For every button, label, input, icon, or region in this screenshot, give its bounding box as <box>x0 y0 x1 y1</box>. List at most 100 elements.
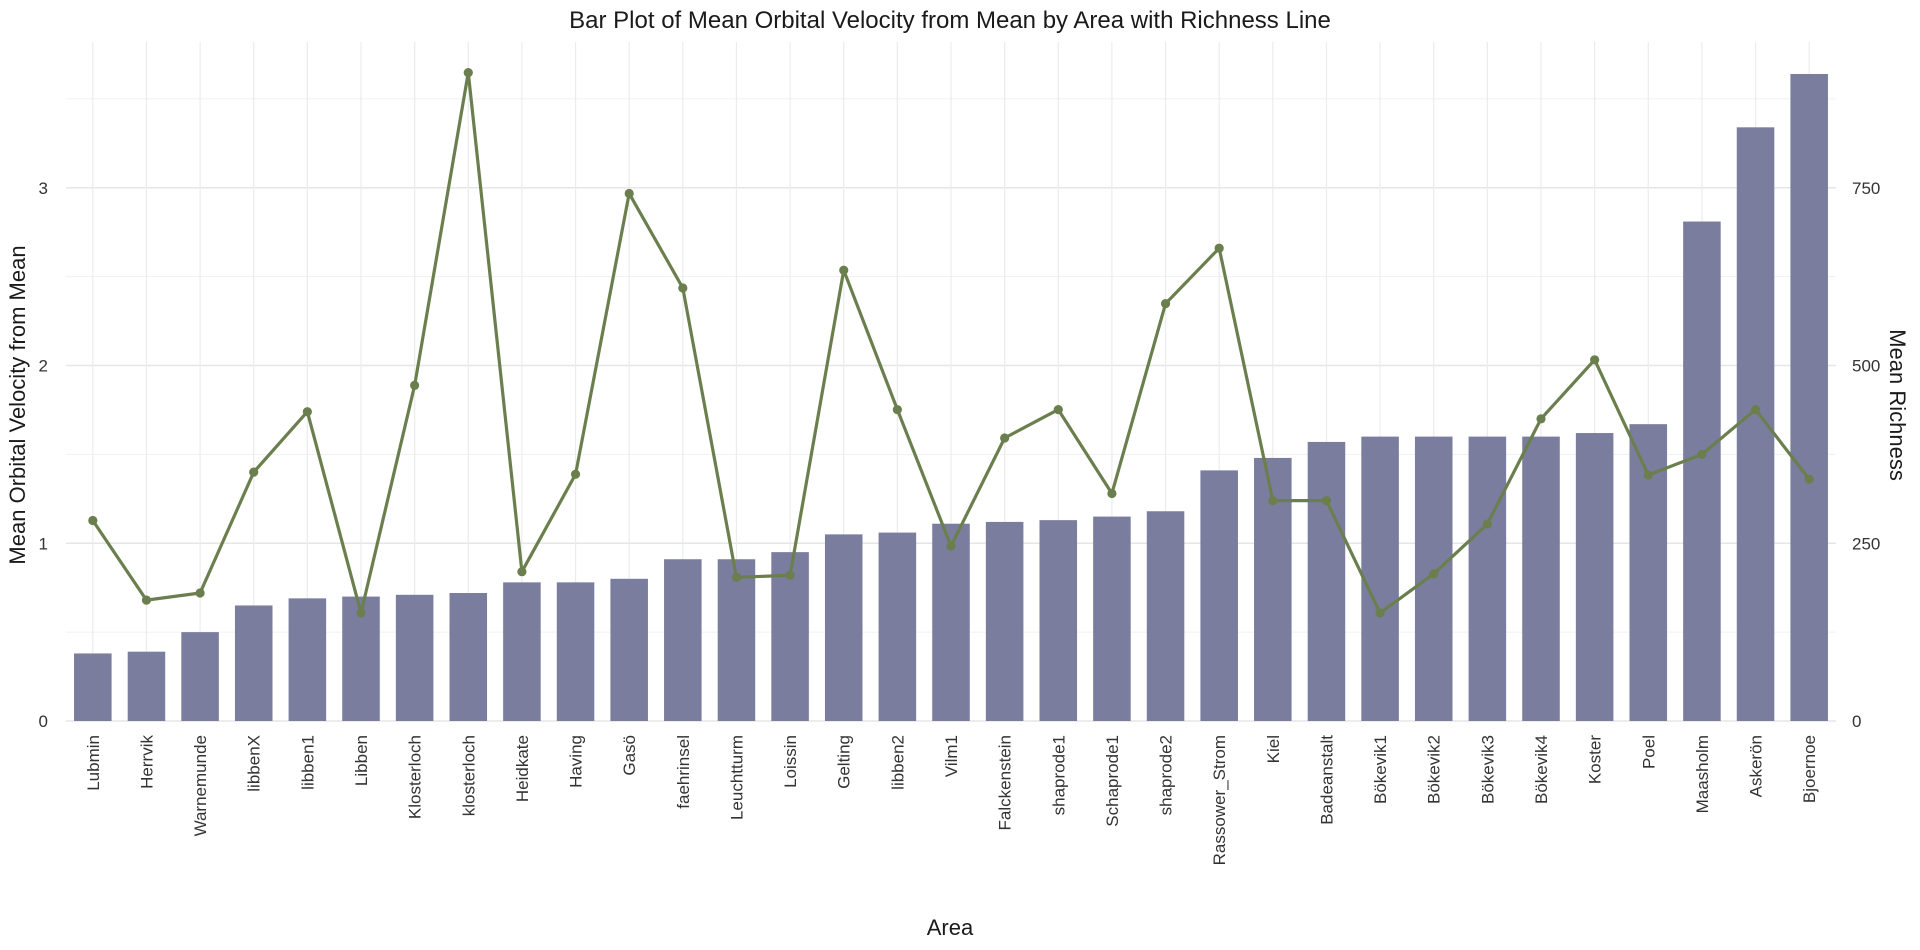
richness-point <box>678 283 688 293</box>
richness-point <box>463 67 473 78</box>
x-tick-label: Bökevik2 <box>1425 735 1444 804</box>
bar <box>1093 516 1131 721</box>
chart-title: Bar Plot of Mean Orbital Velocity from M… <box>569 7 1331 34</box>
y-axis-right-ticks: 0 250 500 750 <box>1852 179 1880 731</box>
bar <box>1468 436 1507 721</box>
richness-point <box>946 541 956 551</box>
x-tick-label: Bökevik4 <box>1532 735 1551 804</box>
bar <box>1790 73 1828 722</box>
y2-tick-label: 500 <box>1852 357 1880 376</box>
richness-point <box>1268 495 1278 506</box>
bar <box>127 651 166 721</box>
x-tick-label: shaprode2 <box>1157 735 1176 815</box>
x-tick-label: Loissin <box>781 735 800 788</box>
x-tick-label: Koster <box>1586 735 1605 784</box>
bar <box>288 598 327 721</box>
x-tick-label: Bökevik3 <box>1478 735 1497 804</box>
richness-point <box>517 567 527 577</box>
richness-point <box>1643 470 1653 480</box>
bar <box>1361 436 1399 721</box>
bar <box>1683 221 1721 721</box>
x-tick-label: Lubmin <box>84 735 103 791</box>
x-tick-label: Gelting <box>835 735 854 789</box>
x-tick-label: Klosterloch <box>406 735 425 819</box>
bar <box>503 582 541 721</box>
bar <box>395 594 434 721</box>
y2-tick-label: 250 <box>1852 534 1880 553</box>
richness-point <box>1804 474 1814 484</box>
richness-point <box>1375 608 1385 618</box>
x-tick-label: Libben <box>352 735 371 786</box>
y-tick-label: 1 <box>39 534 48 553</box>
bar <box>664 559 702 721</box>
x-tick-label: shaprode1 <box>1049 735 1068 815</box>
richness-point <box>249 467 259 477</box>
bar <box>824 534 863 721</box>
bar <box>610 578 648 721</box>
richness-point <box>1160 299 1171 309</box>
richness-point <box>1750 404 1761 415</box>
x-tick-label: Badeanstalt <box>1317 735 1336 825</box>
bar <box>1200 470 1238 721</box>
x-tick-label: Schaprode1 <box>1103 735 1122 827</box>
x-tick-label: faehrinsel <box>674 735 693 809</box>
richness-point <box>302 407 312 417</box>
y2-tick-label: 0 <box>1852 712 1861 731</box>
x-tick-label: libben2 <box>888 735 907 790</box>
x-tick-label: Vilm1 <box>942 735 961 777</box>
richness-point <box>1214 243 1224 253</box>
x-tick-label: Gasö <box>620 735 639 776</box>
bar <box>234 605 273 721</box>
x-tick-label: Having <box>567 735 586 788</box>
bar <box>1522 436 1560 721</box>
richness-point <box>1429 569 1439 579</box>
x-tick-label: Askerön <box>1747 735 1766 797</box>
bar <box>74 653 112 721</box>
bar <box>1575 433 1614 721</box>
x-tick-label: Herrvik <box>137 735 156 789</box>
y2-tick-label: 750 <box>1852 179 1880 198</box>
bar <box>771 552 809 721</box>
richness-point <box>785 570 795 580</box>
x-tick-label: libbenX <box>245 735 264 792</box>
x-tick-label: klosterloch <box>459 735 478 816</box>
bar <box>878 532 917 721</box>
richness-point <box>195 588 205 598</box>
bar <box>717 559 756 721</box>
x-tick-label: Kiel <box>1264 735 1283 763</box>
bar <box>1307 441 1346 721</box>
y-axis-left-title: Mean Orbital Velocity from Mean <box>5 245 30 564</box>
y-tick-label: 0 <box>39 712 48 731</box>
richness-point <box>839 265 849 275</box>
y-axis-left-ticks: 0 1 2 3 <box>39 179 48 731</box>
x-axis-title: Area <box>927 915 974 940</box>
x-tick-label: libben1 <box>298 735 317 790</box>
richness-point <box>624 188 634 199</box>
bar <box>449 593 488 721</box>
x-axis-category-labels: Lubmin Herrvik Warnemunde libbenX libben1 Lib… <box>84 735 1819 866</box>
y-tick-label: 3 <box>39 179 48 198</box>
x-tick-label: Rassower_Strom <box>1210 735 1229 865</box>
bar <box>1146 511 1185 721</box>
richness-point <box>88 515 98 526</box>
richness-line <box>88 67 1814 618</box>
richness-point <box>356 608 366 618</box>
x-tick-label: Maasholm <box>1693 735 1712 813</box>
x-tick-label: Falckenstein <box>996 735 1015 830</box>
x-tick-label: Leuchtturm <box>727 735 746 820</box>
richness-point <box>1482 519 1492 529</box>
x-tick-label: Warnemunde <box>191 735 210 836</box>
x-tick-label: Bjoernoe <box>1800 735 1819 803</box>
bar <box>1039 520 1078 721</box>
richness-point <box>1107 488 1117 499</box>
bar <box>556 582 595 721</box>
bars <box>74 73 1828 722</box>
richness-point <box>1590 355 1600 365</box>
richness-point <box>410 380 420 391</box>
richness-point <box>1000 433 1010 443</box>
x-tick-label: Poel <box>1639 735 1658 769</box>
richness-point <box>1536 414 1546 424</box>
richness-point <box>141 595 152 605</box>
x-tick-label: Heidkate <box>513 735 532 802</box>
